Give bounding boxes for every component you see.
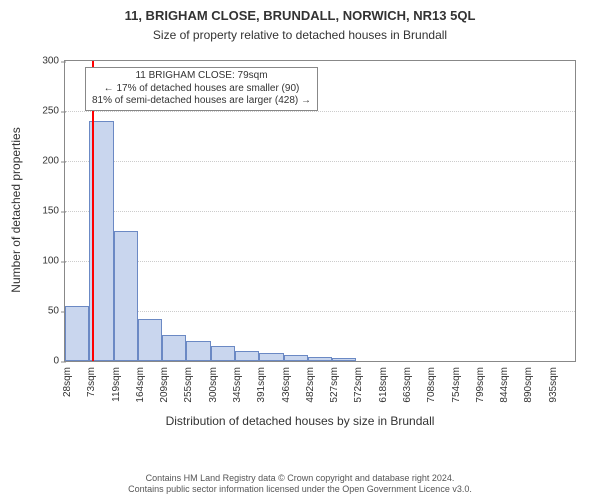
attribution-footer: Contains HM Land Registry data © Crown c… bbox=[0, 473, 600, 496]
annotation-line-2: ← 17% of detached houses are smaller (90… bbox=[92, 83, 311, 96]
footer-line-2: Contains public sector information licen… bbox=[0, 484, 600, 496]
x-tick-label: 209sqm bbox=[159, 367, 170, 403]
grid-line bbox=[65, 161, 575, 162]
x-tick-label: 73sqm bbox=[86, 367, 97, 397]
x-tick-label: 527sqm bbox=[329, 367, 340, 403]
x-tick-label: 482sqm bbox=[305, 367, 316, 403]
histogram-bar bbox=[332, 358, 356, 361]
histogram-bar bbox=[259, 353, 283, 361]
histogram-plot: 11 BRIGHAM CLOSE: 79sqm ← 17% of detache… bbox=[64, 60, 576, 362]
y-tick-label: 50 bbox=[48, 306, 65, 317]
y-tick-label: 0 bbox=[53, 356, 65, 367]
y-tick-label: 100 bbox=[42, 256, 65, 267]
annotation-line-3: 81% of semi-detached houses are larger (… bbox=[92, 95, 311, 108]
grid-line bbox=[65, 311, 575, 312]
y-tick-label: 300 bbox=[42, 56, 65, 67]
page-title: 11, BRIGHAM CLOSE, BRUNDALL, NORWICH, NR… bbox=[0, 8, 600, 23]
histogram-bar bbox=[284, 355, 308, 361]
x-tick-label: 935sqm bbox=[548, 367, 559, 403]
x-tick-label: 708sqm bbox=[426, 367, 437, 403]
x-tick-label: 844sqm bbox=[499, 367, 510, 403]
grid-line bbox=[65, 261, 575, 262]
x-tick-label: 663sqm bbox=[402, 367, 413, 403]
x-tick-label: 572sqm bbox=[353, 367, 364, 403]
x-tick-label: 28sqm bbox=[62, 367, 73, 397]
x-tick-label: 255sqm bbox=[183, 367, 194, 403]
annotation-line-1: 11 BRIGHAM CLOSE: 79sqm bbox=[92, 70, 311, 83]
x-tick-label: 436sqm bbox=[281, 367, 292, 403]
histogram-bar bbox=[65, 306, 89, 361]
x-tick-label: 890sqm bbox=[523, 367, 534, 403]
grid-line bbox=[65, 211, 575, 212]
y-tick-label: 250 bbox=[42, 106, 65, 117]
x-tick-label: 618sqm bbox=[378, 367, 389, 403]
y-axis-label: Number of detached properties bbox=[9, 127, 23, 292]
x-axis-label: Distribution of detached houses by size … bbox=[0, 414, 600, 428]
x-tick-label: 300sqm bbox=[208, 367, 219, 403]
histogram-bar bbox=[211, 346, 235, 361]
grid-line bbox=[65, 111, 575, 112]
footer-line-1: Contains HM Land Registry data © Crown c… bbox=[0, 473, 600, 485]
page-subtitle: Size of property relative to detached ho… bbox=[0, 28, 600, 42]
x-tick-label: 119sqm bbox=[111, 367, 122, 402]
x-tick-label: 391sqm bbox=[256, 367, 267, 403]
histogram-bar bbox=[308, 357, 332, 361]
histogram-bar bbox=[162, 335, 186, 361]
histogram-bar bbox=[235, 351, 259, 361]
y-tick-label: 200 bbox=[42, 156, 65, 167]
histogram-bar bbox=[114, 231, 138, 361]
x-tick-label: 345sqm bbox=[232, 367, 243, 403]
x-tick-label: 799sqm bbox=[475, 367, 486, 403]
x-tick-label: 754sqm bbox=[451, 367, 462, 403]
x-tick-label: 164sqm bbox=[135, 367, 146, 403]
histogram-bar bbox=[186, 341, 210, 361]
y-tick-label: 150 bbox=[42, 206, 65, 217]
histogram-bar bbox=[138, 319, 162, 361]
property-annotation-box: 11 BRIGHAM CLOSE: 79sqm ← 17% of detache… bbox=[85, 67, 318, 111]
